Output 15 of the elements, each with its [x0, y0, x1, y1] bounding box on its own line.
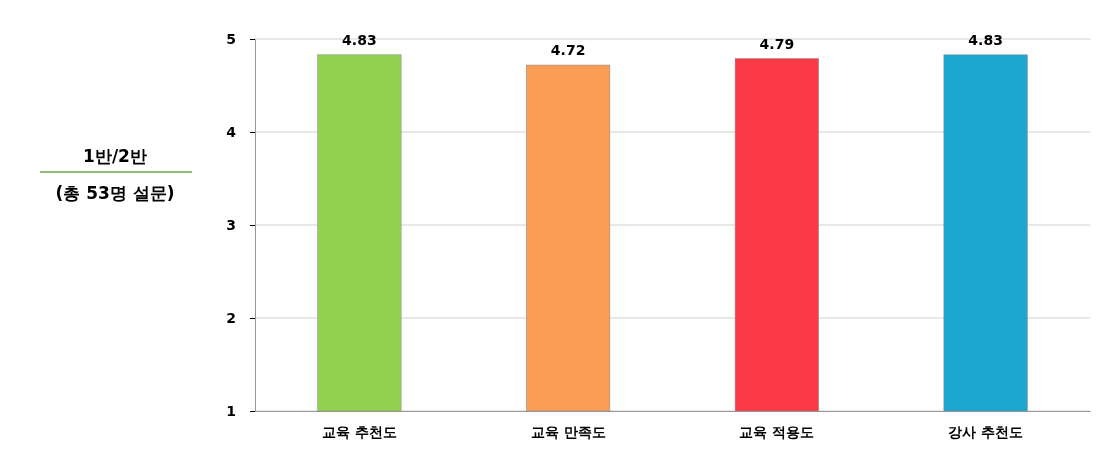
y-tick-label: 3 — [226, 216, 236, 233]
x-tick-label: 교육 적용도 — [739, 423, 815, 440]
data-label: 4.83 — [968, 31, 1003, 48]
x-tick-label: 강사 추천도 — [948, 423, 1024, 440]
data-label: 4.83 — [342, 31, 377, 48]
y-tick-label: 5 — [226, 30, 236, 47]
x-tick-label: 교육 추천도 — [321, 423, 397, 440]
x-tick-label: 교육 만족도 — [530, 423, 606, 440]
data-label: 4.79 — [759, 35, 795, 52]
y-tick-label: 2 — [226, 309, 236, 326]
y-tick-label: 1 — [226, 402, 236, 419]
y-tick-label: 4 — [226, 123, 237, 140]
data-label: 4.72 — [550, 42, 586, 59]
text: 1반/2반 — [83, 146, 147, 166]
text: (총 53명 설문) — [55, 183, 175, 203]
